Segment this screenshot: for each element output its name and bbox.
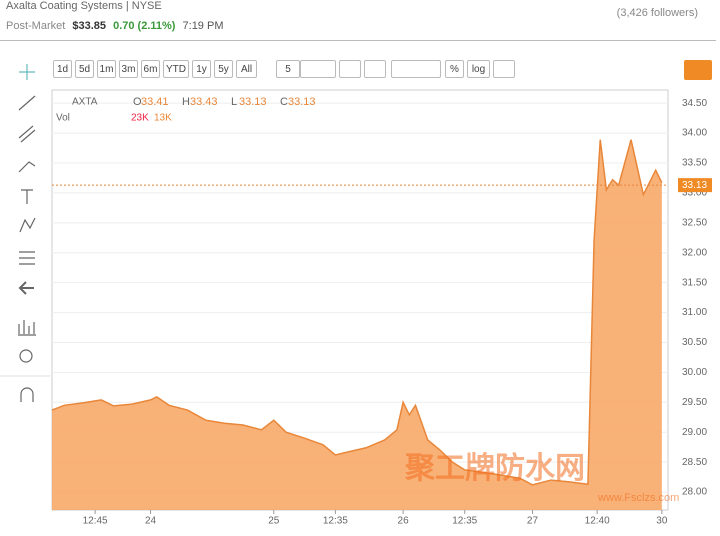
price-line [51,139,663,486]
change: 0.70 (2.11%) [113,20,176,32]
y-tick-label: 32.00 [682,247,707,258]
ohlc-label: O [133,96,142,108]
style-button[interactable] [391,60,441,78]
y-tick-label: 33.00 [682,188,707,199]
range-button[interactable]: 1y [192,60,211,78]
y-tick-label: 34.00 [682,128,707,139]
y-tick-label: 29.00 [682,427,707,438]
legend-symbol: AXTA [72,97,98,108]
ohlc-label: H [182,96,190,108]
back-tool[interactable] [18,281,34,295]
range-button[interactable]: 5d [75,60,94,78]
volume-value: 23K [131,113,149,124]
ohlc-value: 33.13 [239,96,267,108]
channel-tool[interactable] [18,125,36,143]
followers: (3,426 followers) [616,7,698,19]
y-tick-label: 28.50 [682,457,707,468]
session: Post-Market [6,20,66,32]
range-button[interactable]: All [236,60,257,78]
range-button[interactable]: 3m [119,60,138,78]
y-tick-label: 34.50 [682,98,707,109]
y-tick-label: 30.00 [682,367,707,378]
y-tick-label: 31.00 [682,307,707,318]
x-tick-label: 12:35 [323,516,348,527]
y-tick-label: 28.00 [682,487,707,498]
header-line: Axalta Coating Systems | NYSE [6,0,162,12]
range-button[interactable]: 1m [97,60,116,78]
brush-tool[interactable] [18,161,36,173]
tool-sidebar [0,64,50,402]
range-button[interactable]: 5y [214,60,233,78]
pattern-tool[interactable] [19,217,36,233]
price-area [52,139,662,510]
ohlc-label: L [231,96,237,108]
company: Axalta Coating Systems [6,0,123,12]
divider [0,40,716,41]
ohlc-value: 33.43 [190,96,218,108]
x-tick-label: 12:40 [585,516,610,527]
watermark-url: www.Fsclzs.com [597,492,679,504]
interval-menu[interactable] [300,60,336,78]
percent-button[interactable]: % [445,60,464,78]
quote-line: Post-Market $33.85 0.70 (2.11%) 7:19 PM [6,20,223,32]
range-button[interactable]: YTD [163,60,189,78]
x-tick-label: 12:45 [83,516,108,527]
watermark: 聚工牌防水网 [404,452,585,485]
last-price-box [678,178,712,193]
compare-button[interactable] [364,60,386,78]
separator: | [125,0,129,12]
x-tick-label: 27 [527,516,539,527]
interval-button[interactable]: 5 [276,60,300,78]
plot-frame [51,89,669,511]
ohlc-value: 33.13 [288,96,316,108]
y-tick-label: 30.50 [682,337,707,348]
ohlc-label: C [280,96,288,108]
volume-label: Vol [56,113,70,124]
ohlc-value: 33.41 [141,96,169,108]
volume-value: 13K [154,113,172,124]
camera-button[interactable] [684,60,712,80]
zoom-tool[interactable] [19,349,33,363]
text-tool[interactable] [21,189,33,204]
x-tick-label: 26 [398,516,410,527]
line-tool[interactable] [18,95,36,111]
price: $33.85 [72,20,107,32]
chart-type-button[interactable] [339,60,361,78]
exchange: NYSE [131,0,162,12]
indicator-tool[interactable] [18,320,36,336]
x-tick-label: 24 [145,516,157,527]
range-button[interactable]: 6m [141,60,160,78]
y-tick-label: 32.50 [682,217,707,228]
log-button[interactable]: log [467,60,490,78]
x-tick-label: 25 [268,516,280,527]
fullscreen-button[interactable] [493,60,515,78]
y-tick-label: 33.50 [682,158,707,169]
x-tick-label: 30 [656,516,668,527]
crosshair-tool[interactable] [19,64,35,80]
time: 7:19 PM [182,20,224,32]
last-price-label: 33.13 [682,180,707,191]
x-tick-label: 12:35 [452,516,477,527]
range-button[interactable]: 1d [53,60,72,78]
y-tick-label: 29.50 [682,397,707,408]
magnet-tool[interactable] [20,387,34,402]
fib-tool[interactable] [19,251,35,265]
y-tick-label: 31.50 [682,277,707,288]
